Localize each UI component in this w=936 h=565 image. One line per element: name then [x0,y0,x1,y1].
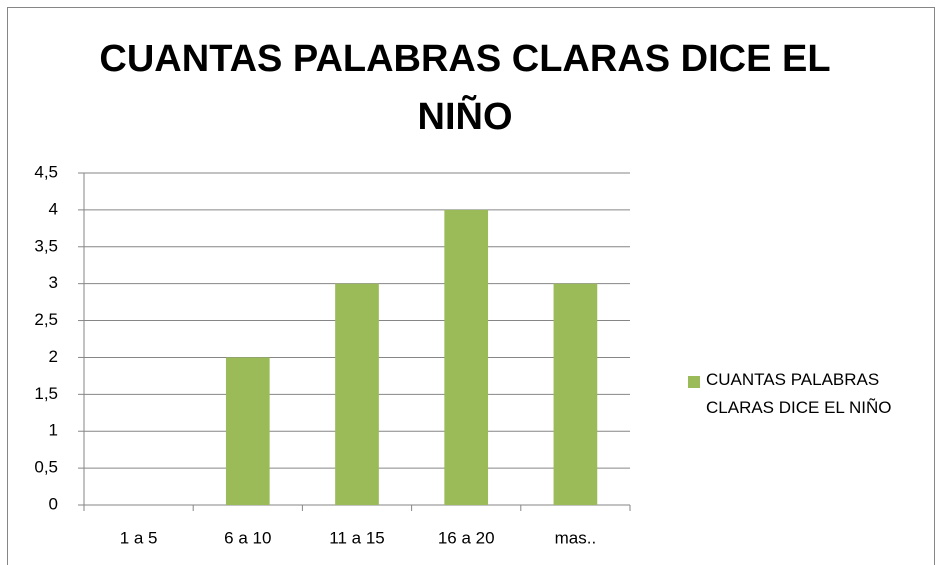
y-tick-label: 3 [49,273,58,292]
x-tick-label: 1 a 5 [120,528,158,547]
y-tick-label: 1 [49,421,58,440]
x-tick-label: 16 a 20 [438,528,495,547]
chart-title: CUANTAS PALABRAS CLARAS DICE EL NIÑO [99,38,831,138]
legend-key [688,376,700,388]
y-tick-label: 0 [49,494,58,513]
y-tick-label: 2 [49,347,58,366]
y-tick-label: 4 [49,199,58,218]
bar [553,283,598,505]
bar [335,283,379,505]
bar [225,357,270,505]
y-tick-label: 2,5 [34,310,58,329]
bar [444,209,489,505]
y-tick-label: 4,5 [34,162,58,181]
x-tick-label: 6 a 10 [224,528,271,547]
y-tick-label: 1,5 [34,384,58,403]
x-tick-label: mas.. [555,528,597,547]
legend-label: CUANTAS PALABRAS CLARAS DICE EL NIÑO [706,370,892,417]
y-tick-label: 0,5 [34,458,58,477]
x-tick-label: 11 a 15 [329,528,384,547]
y-tick-label: 3,5 [34,236,58,255]
